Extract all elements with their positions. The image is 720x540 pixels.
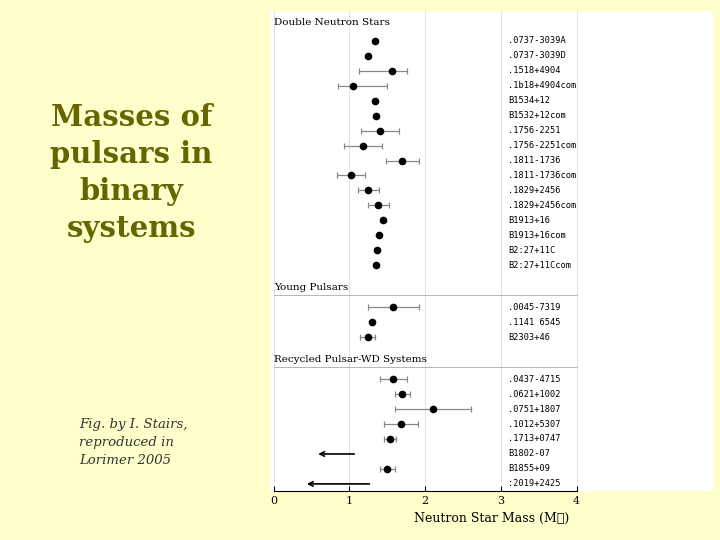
Text: B2:27+11C: B2:27+11C xyxy=(508,246,556,255)
Text: .0045-7319: .0045-7319 xyxy=(508,303,561,312)
Text: .1012+5307: .1012+5307 xyxy=(508,420,561,429)
Text: Recycled Pulsar-WD Systems: Recycled Pulsar-WD Systems xyxy=(274,355,427,364)
Text: B1913+16com: B1913+16com xyxy=(508,231,566,240)
Text: .0437-4715: .0437-4715 xyxy=(508,375,561,383)
Text: Masses of
pulsars in
binary
systems: Masses of pulsars in binary systems xyxy=(50,103,212,243)
Text: .1756-2251: .1756-2251 xyxy=(508,126,561,135)
Text: Double Neutron Stars: Double Neutron Stars xyxy=(274,18,390,28)
Text: .1141 6545: .1141 6545 xyxy=(508,318,561,327)
Text: B2303+46: B2303+46 xyxy=(508,333,550,342)
Text: .0621+1002: .0621+1002 xyxy=(508,389,561,399)
Text: .1829+2456com: .1829+2456com xyxy=(508,201,577,210)
Text: .1713+0747: .1713+0747 xyxy=(508,435,561,443)
Text: Young Pulsars: Young Pulsars xyxy=(274,284,348,292)
Text: B1913+16: B1913+16 xyxy=(508,216,550,225)
Text: .1756-2251com: .1756-2251com xyxy=(508,141,577,150)
Text: B1534+12: B1534+12 xyxy=(508,96,550,105)
Text: :2019+2425: :2019+2425 xyxy=(508,480,561,488)
Text: .1829+2456: .1829+2456 xyxy=(508,186,561,195)
Text: .1811-1736: .1811-1736 xyxy=(508,156,561,165)
Text: .1518+4904: .1518+4904 xyxy=(508,66,561,75)
Text: B1855+09: B1855+09 xyxy=(508,464,550,474)
Text: B1802-07: B1802-07 xyxy=(508,449,550,458)
Text: Fig. by I. Stairs,
reproduced in
Lorimer 2005: Fig. by I. Stairs, reproduced in Lorimer… xyxy=(79,418,187,467)
Text: .0737-3039D: .0737-3039D xyxy=(508,51,566,60)
Text: .1b18+4904com: .1b18+4904com xyxy=(508,81,577,90)
Text: B2:27+11Ccom: B2:27+11Ccom xyxy=(508,261,572,270)
Text: B1532+12com: B1532+12com xyxy=(508,111,566,120)
Text: .0751+1807: .0751+1807 xyxy=(508,404,561,414)
Text: .0737-3039A: .0737-3039A xyxy=(508,36,566,45)
Text: .1811-1736com: .1811-1736com xyxy=(508,171,577,180)
X-axis label: Neutron Star Mass (M☉): Neutron Star Mass (M☉) xyxy=(414,512,569,525)
